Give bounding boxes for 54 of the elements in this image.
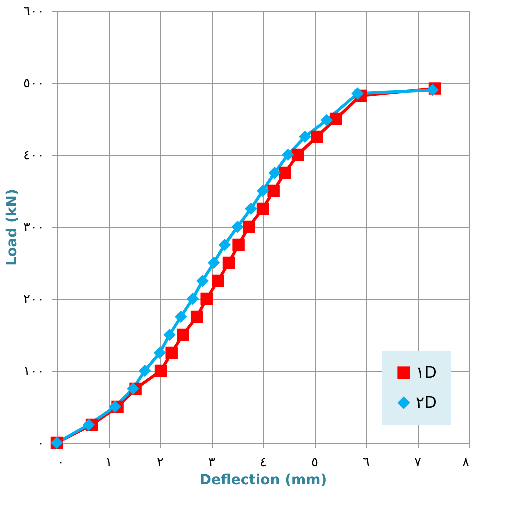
x-axis-title: Deflection (mm) — [200, 472, 328, 488]
legend-label: ١D — [416, 363, 437, 382]
point — [127, 382, 140, 396]
y-tick-label: ٤٠٠ — [24, 148, 44, 164]
point — [256, 202, 270, 216]
y-axis-title: Load (kN) — [4, 189, 21, 266]
point — [154, 346, 166, 360]
point — [320, 114, 333, 127]
point — [279, 166, 292, 180]
point — [166, 346, 178, 360]
x-tick-label: ٦ — [363, 456, 370, 470]
point — [222, 256, 236, 270]
point — [154, 364, 168, 378]
point — [186, 292, 200, 306]
x-tick-label: ٢ — [157, 456, 164, 470]
y-tick-label: ٢٠٠ — [24, 292, 44, 308]
y-tick-label: ١٠٠ — [24, 364, 44, 380]
point — [330, 112, 342, 126]
point — [177, 328, 190, 342]
point — [310, 130, 324, 144]
point — [292, 148, 304, 162]
point — [268, 184, 280, 198]
point — [196, 274, 209, 288]
point — [242, 220, 256, 234]
y-tick-label: ٥٠٠ — [24, 76, 44, 92]
point — [190, 310, 204, 324]
point — [208, 256, 220, 270]
point — [282, 148, 294, 162]
x-tick-label: ٠ — [58, 456, 64, 470]
x-tick-label: ٤ — [260, 456, 267, 470]
point — [174, 310, 188, 324]
x-tick-label: ٨ — [462, 456, 470, 470]
point — [109, 400, 122, 414]
point — [212, 274, 224, 288]
point — [268, 166, 281, 180]
x-tick-label: ٧ — [414, 456, 422, 470]
legend-label: ٢D — [416, 393, 437, 412]
point — [200, 292, 213, 306]
point — [218, 238, 232, 252]
point — [352, 88, 364, 100]
point — [256, 184, 270, 198]
x-tick-label: ٣ — [208, 456, 216, 470]
x-tick-label: ١ — [106, 456, 112, 470]
point — [245, 202, 258, 216]
point — [138, 364, 152, 378]
point — [232, 220, 244, 234]
point — [164, 328, 176, 342]
point — [299, 130, 312, 144]
y-tick-label: ٠ — [38, 436, 44, 452]
x-tick-label: ٥ — [312, 456, 319, 470]
point — [232, 238, 245, 252]
y-tick-label: ٦٠٠ — [24, 4, 44, 20]
point — [82, 418, 96, 432]
y-tick-label: ٣٠٠ — [24, 220, 44, 236]
